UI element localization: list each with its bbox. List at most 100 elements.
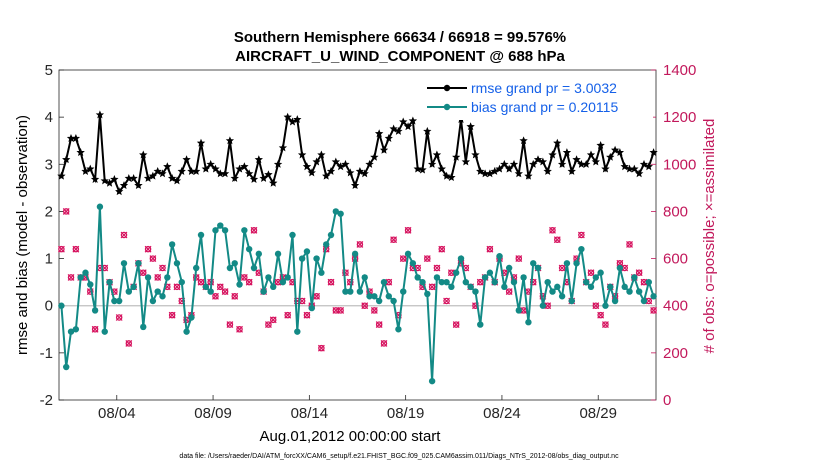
bias-point-78 [433,274,441,281]
rmse-point-17 [139,150,148,159]
bias-point-48 [289,231,296,239]
possible-point-40 [250,227,258,234]
rmse-point-38 [240,162,249,171]
possible-point-35 [226,321,234,328]
rmse-point-111 [591,157,600,166]
bias-point-54 [318,269,325,276]
bias-point-85 [467,283,474,291]
assimilated-point-21 [159,264,166,272]
possible-point-47 [284,311,291,319]
bias-point-42 [260,288,267,295]
assimilated-point-23 [168,311,176,319]
assimilated-point-77 [428,283,436,291]
bias-point-20 [154,288,161,295]
assimilated-point-1 [62,208,70,215]
assimilated-point-3 [72,245,80,253]
bias-point-16 [135,260,142,267]
bias-point-59 [342,288,349,295]
rmse-point-20 [153,167,162,175]
rmse-point-75 [418,165,427,174]
possible-point-39 [245,278,253,286]
bias-point-7 [91,307,99,314]
rmse-point-93 [504,164,514,173]
rmse-point-90 [490,167,499,175]
bias-point-68 [385,293,392,300]
bias-point-44 [270,283,277,291]
bias-point-87 [477,321,484,328]
possible-point-80 [443,297,450,305]
rmse-point-0 [57,171,66,180]
assimilated-point-120 [635,269,643,277]
rmse-point-80 [442,171,451,180]
assimilated-point-24 [173,283,181,291]
x-tick-label-4: 08/24 [483,405,521,422]
x-axis: 08/04 08/09 08/14 08/19 08/24 08/29 [98,395,617,422]
rmse-point-46 [278,143,288,152]
bias-point-1 [63,363,70,371]
bias-point-0 [58,302,65,309]
rmse-point-47 [283,112,292,121]
rmse-point-15 [129,174,138,182]
possible-point-56 [327,278,335,286]
bias-point-117 [621,283,628,291]
bias-point-107 [573,260,580,267]
possible-point-98 [529,278,537,286]
rmse-point-95 [514,169,523,178]
rmse-point-94 [509,159,519,168]
assimilated-point-118 [626,241,633,248]
rmse-point-55 [322,171,331,180]
bias-point-66 [375,297,383,305]
bias-point-47 [284,274,291,281]
rmse-point-24 [172,176,182,185]
bias-point-18 [144,274,152,281]
possible-point-32 [212,293,219,300]
rmse-point-92 [500,159,509,168]
bias-point-120 [635,288,643,295]
rmse-point-86 [471,150,480,159]
rmse-point-85 [466,122,475,131]
rmse-point-112 [596,141,605,149]
assimilated-point-20 [154,274,162,281]
y-right-tick-label-2: 400 [663,298,688,315]
rmse-point-65 [370,152,379,161]
assimilated-point-72 [404,226,412,234]
possible-point-23 [168,311,176,319]
y-left-tick-label-2: 0 [45,298,53,315]
bias-point-104 [558,293,566,300]
y-left-tick-label-5: 3 [45,156,53,173]
bias-point-14 [125,288,133,295]
bias-point-29 [197,231,205,239]
rmse-point-60 [346,168,355,177]
assimilated-point-56 [327,278,335,286]
bias-point-3 [72,326,80,333]
data-file-footnote: data file: /Users/raeder/DAI/ATM_forcXX/… [179,453,619,460]
rmse-point-96 [519,136,528,145]
x-tick-label-5: 08/29 [579,405,617,422]
bias-point-4 [77,274,84,281]
assimilated-point-103 [553,236,561,244]
possible-point-79 [438,245,446,253]
possible-point-51 [303,311,311,319]
possible-point-3 [72,245,80,253]
rmse-point-21 [158,169,167,178]
bias-point-75 [419,278,426,286]
bias-point-93 [505,264,513,272]
possible-point-29 [197,278,205,286]
possible-point-13 [120,231,128,239]
rmse-point-58 [336,162,345,171]
bias-point-65 [371,293,378,300]
rmse-point-120 [634,169,644,178]
y-right-tick-label-0: 0 [663,392,671,409]
possible-point-95 [515,255,523,262]
assimilated-point-102 [549,226,556,234]
legend-bias-marker [443,103,451,111]
bias-point-84 [462,278,470,286]
assimilated-point-44 [269,316,277,324]
rmse-point-32 [211,164,220,173]
bias-point-110 [587,283,595,291]
x-tick-label-0: 08/04 [98,405,136,422]
chart-title-line1: Southern Hemisphere 66634 / 66918 = 99.5… [234,29,566,46]
rmse-point-59 [341,159,350,168]
bias-point-61 [351,250,359,258]
possible-point-123 [650,307,657,314]
